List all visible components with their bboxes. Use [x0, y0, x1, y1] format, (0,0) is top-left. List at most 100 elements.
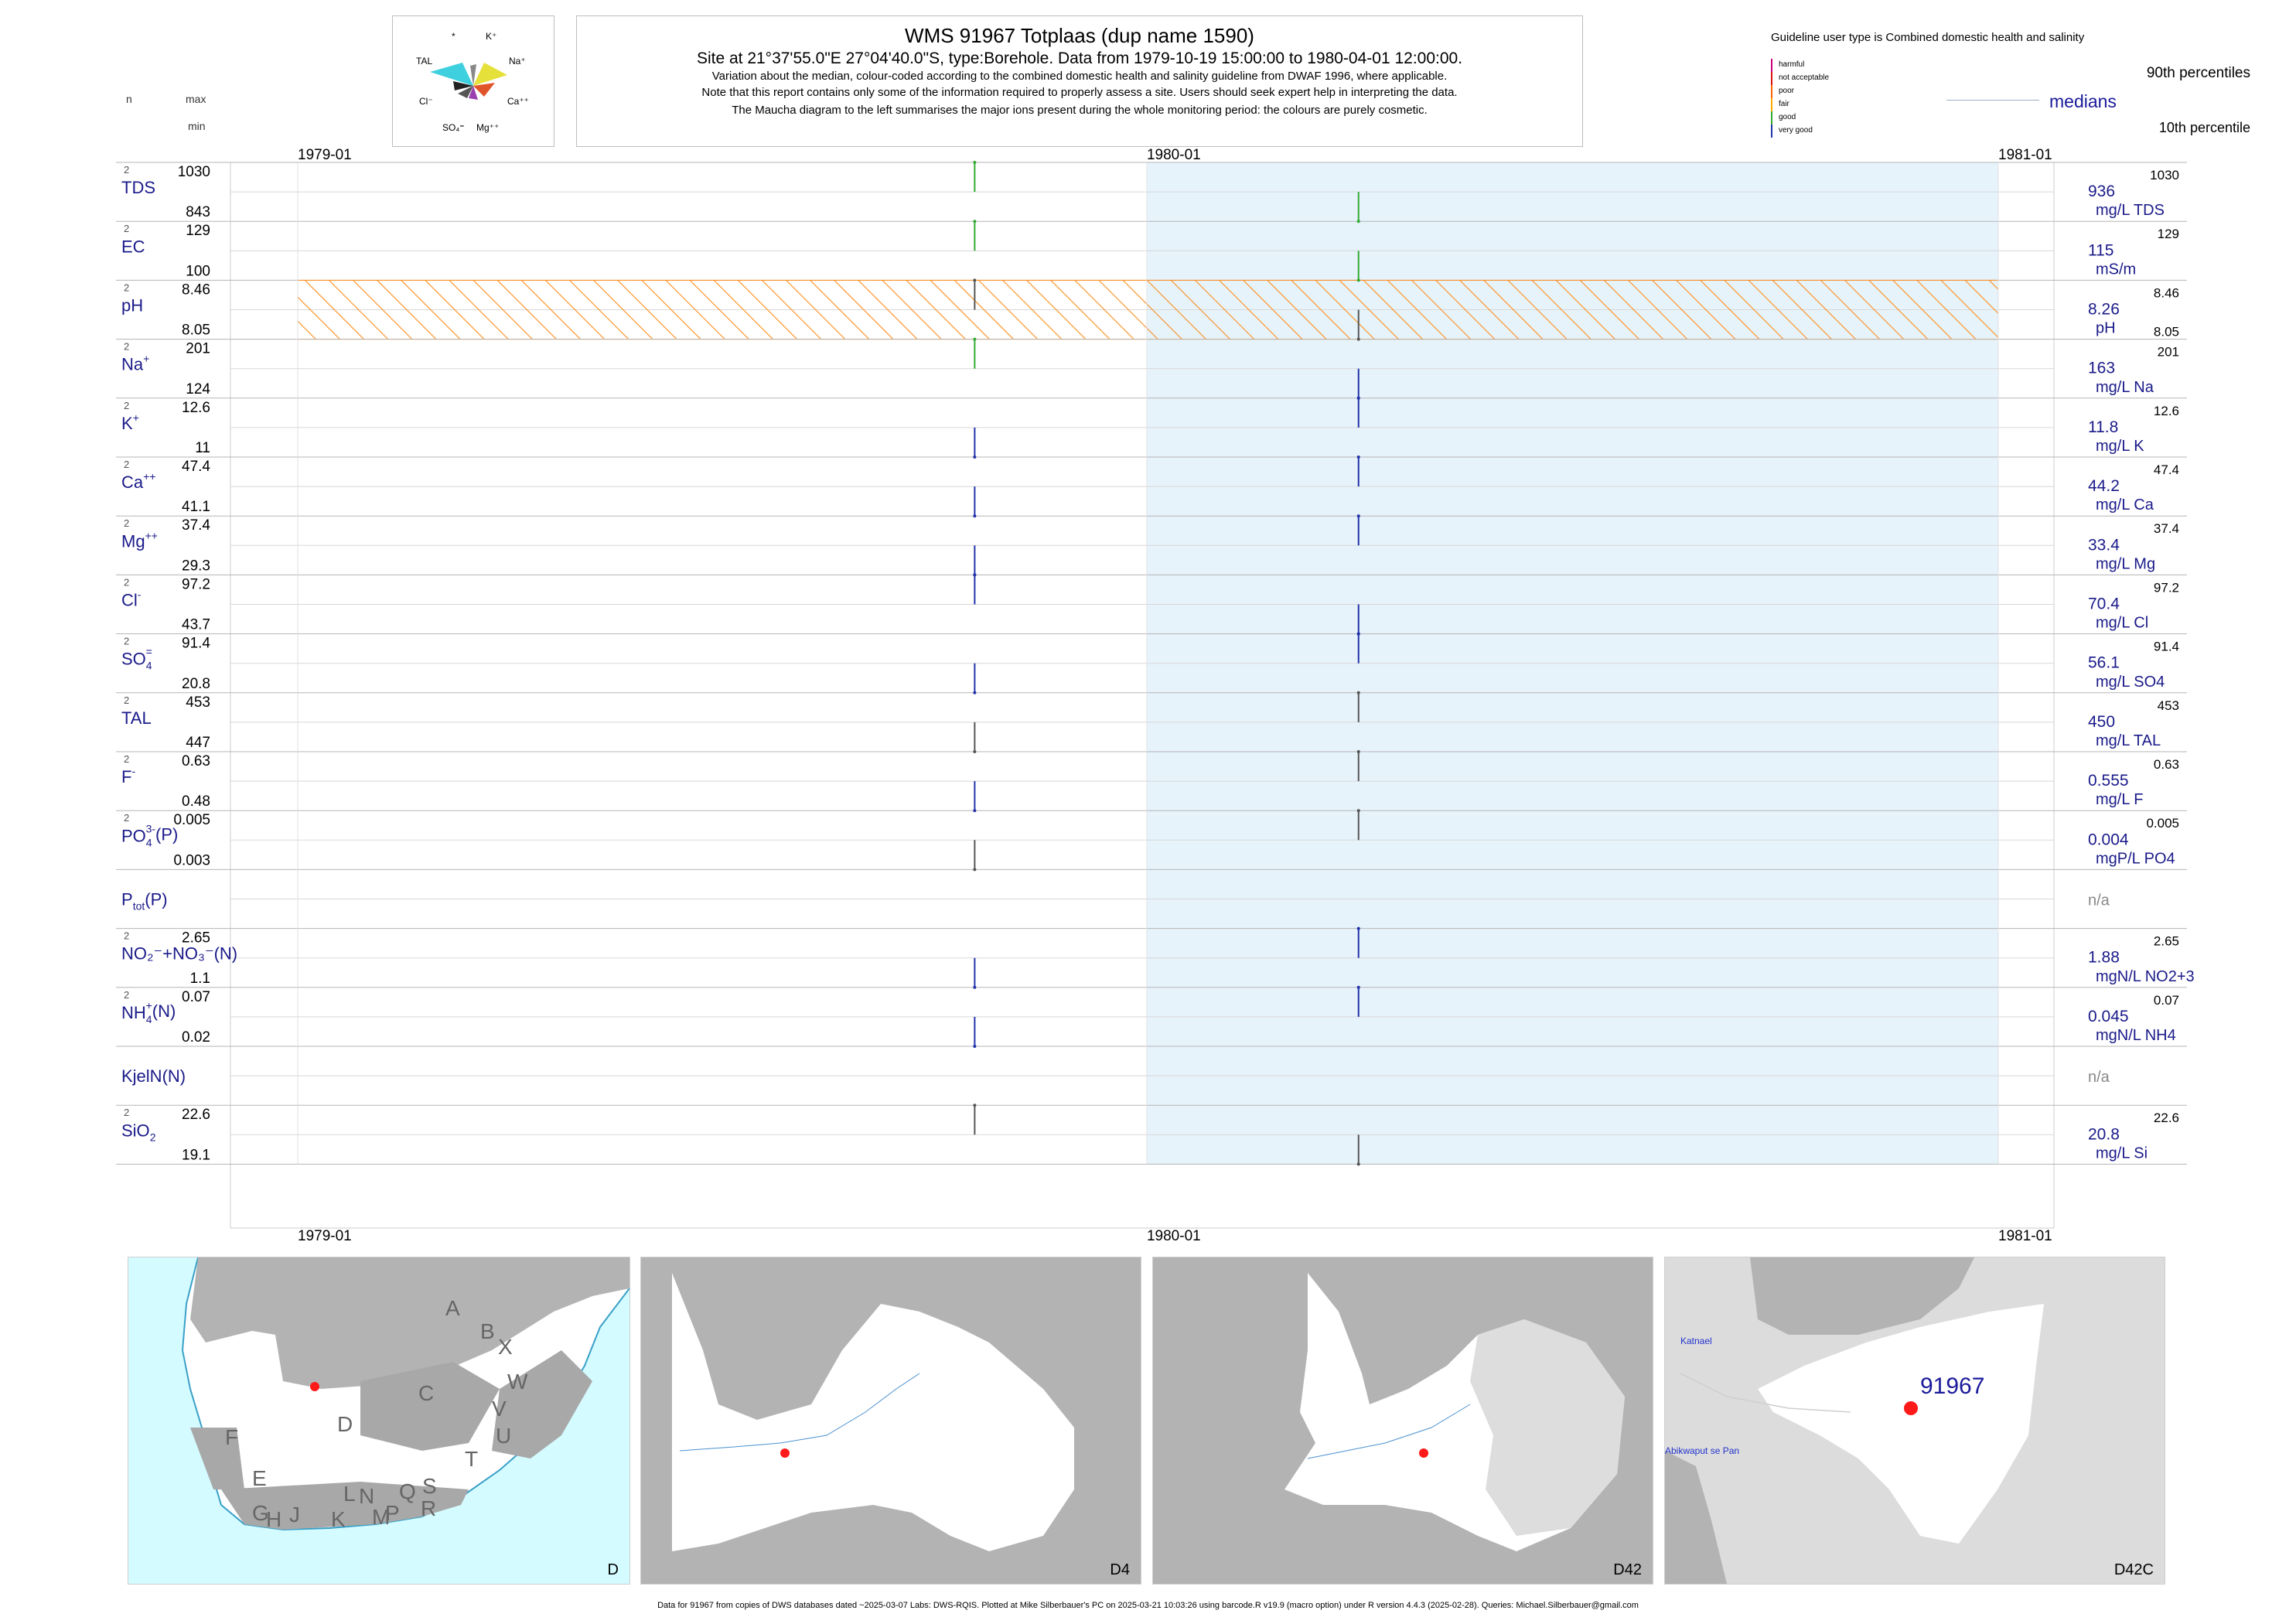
parameter-row: 2 37.4 29.3 Mg++ 33.4mg/L Mg 37.4: [116, 515, 2187, 574]
map-region-letter: N: [359, 1484, 374, 1508]
note-line-2: Note that this report contains only some…: [701, 86, 1458, 99]
page-title: WMS 91967 Totplaas (dup name 1590): [905, 24, 1254, 47]
time-axis: 1979-01 1979-01 1980-01 1980-01 1981-01 1981-…: [126, 93, 2052, 1244]
row-unit: mg/L TDS: [2096, 202, 2165, 219]
map-d42-inner: [1470, 1319, 1625, 1536]
row-unit: mg/L Mg: [2096, 555, 2155, 572]
parameter-row: 2 47.4 41.1 Ca++ 44.2mg/L Ca 47.4: [116, 456, 2187, 515]
map-region-letter: C: [418, 1381, 434, 1405]
row-min: 19.1: [182, 1147, 210, 1163]
header-min: min: [188, 120, 206, 132]
row-n: 2: [124, 812, 129, 824]
sample-point: [973, 1104, 977, 1107]
row-p90: 47.4: [2154, 462, 2179, 477]
row-p90: 0.07: [2154, 993, 2179, 1008]
maucha-label-cl: Cl⁻: [419, 96, 433, 107]
row-p90: 97.2: [2154, 580, 2179, 595]
sample-point: [1356, 691, 1360, 694]
sample-point: [973, 337, 977, 341]
legend-class-swatch: [1771, 72, 1772, 85]
row-n: 2: [124, 400, 129, 411]
map-region-letter: U: [496, 1424, 511, 1448]
sample-point: [973, 514, 977, 518]
row-median: 0.004: [2088, 831, 2129, 848]
parameter-rows: 2 1030 843 TDS 936 mg/L TDS 1030 2 129 100 EC 115 mS…: [116, 162, 2195, 1165]
legend-class-label: harmful: [1779, 60, 1804, 69]
map-region-letter: E: [252, 1466, 267, 1490]
row-max: 1030: [178, 164, 210, 180]
note-line-3: The Maucha diagram to the left summarise…: [732, 104, 1428, 117]
row-p90: 8.46: [2154, 285, 2179, 300]
p10-label: 10th percentile: [2158, 120, 2250, 135]
row-parameter-name: Mg++: [121, 529, 158, 551]
legend-class-label: good: [1779, 113, 1796, 121]
row-p90: 2.65: [2154, 934, 2179, 949]
row-unit: mg/L Ca: [2096, 496, 2154, 513]
map-region-letter: K: [331, 1507, 346, 1531]
row-n: 2: [124, 576, 129, 588]
median-line: [1946, 100, 2039, 101]
sample-point: [1356, 455, 1360, 459]
row-n: 2: [124, 164, 129, 176]
sample-marks: [973, 161, 1360, 1166]
row-max: 91.4: [182, 636, 210, 652]
row-max: 2.65: [182, 930, 210, 947]
sample-point: [973, 868, 977, 872]
map-region-letter: H: [266, 1507, 281, 1531]
row-p90: 0.63: [2154, 757, 2179, 772]
legend-class-label: poor: [1779, 87, 1795, 95]
map-region-letter: W: [507, 1370, 528, 1394]
row-p90: 22.6: [2154, 1111, 2179, 1125]
maucha-diagram-box: * K⁺ TAL Na⁺ Cl⁻ Ca⁺⁺ SO₄⁼ Mg⁺⁺: [392, 15, 554, 147]
parameter-row: 2 22.6 19.1 SiO2 20.8 mg/L Si 22.6: [116, 1104, 2187, 1163]
parameter-row: 2 1030 843 TDS 936 mg/L TDS 1030: [116, 162, 2187, 220]
parameter-row: 2 0.07 0.02 NH4+(N) 0.045 mgN/L NH4 0.07: [116, 987, 2187, 1046]
place-label-pan: Abikwaput se Pan: [1665, 1445, 1739, 1456]
map-label-d: D: [607, 1561, 619, 1578]
row-unit: mg/L Cl: [2096, 615, 2148, 632]
sample-point: [1356, 926, 1360, 930]
parameter-row: 2 12.6 11 K+ 11.8 mg/L K 12.6: [116, 397, 2187, 456]
axis-tick-label-bottom: 1981-01: [1998, 1228, 2052, 1244]
map-region-letter: G: [252, 1501, 269, 1525]
sample-point: [1356, 809, 1360, 813]
row-parameter-name: TDS: [121, 178, 155, 197]
maucha-na-segment: [473, 63, 507, 86]
row-max: 0.07: [182, 989, 210, 1005]
sample-point: [1356, 1162, 1360, 1166]
maucha-label-tal: TAL: [416, 56, 432, 67]
legend-class-swatch: [1771, 125, 1772, 138]
parameter-row: 2 97.2 43.7 Cl- 70.4 mg/L Cl 97.2: [116, 574, 2187, 633]
sample-point: [1356, 337, 1360, 341]
row-unit: mg/L Na: [2096, 379, 2154, 396]
row-parameter-name: PO43-(P): [121, 822, 178, 848]
map-d4-catchment: [672, 1273, 1074, 1551]
row-median: 115: [2088, 241, 2113, 259]
row-n: 2: [124, 281, 129, 293]
map-western-region: [190, 1428, 244, 1489]
maucha-k-segment: [470, 64, 476, 86]
row-min: 100: [186, 263, 210, 279]
row-min: 124: [186, 381, 210, 397]
maucha-label-mg: Mg⁺⁺: [476, 122, 499, 133]
legend-class-swatch: [1771, 111, 1772, 125]
site-marker-d42: [1419, 1448, 1428, 1458]
row-max: 129: [186, 223, 210, 239]
row-unit: mgN/L NO2+3: [2096, 968, 2195, 985]
sample-point: [1356, 514, 1360, 518]
maucha-label-na: Na⁺: [509, 56, 526, 67]
maucha-mg-segment: [469, 86, 478, 100]
map-region-letter: J: [289, 1503, 300, 1527]
sample-point: [973, 985, 977, 989]
row-median: 8.26: [2088, 301, 2120, 319]
sample-point: [973, 1045, 977, 1048]
axis-tick-label-top: 1981-01: [1998, 147, 2052, 163]
row-unit: mS/m: [2096, 261, 2136, 278]
site-marker-d4: [780, 1448, 790, 1458]
parameter-row: KjelN(N) n/a: [116, 1046, 2187, 1086]
map-panel-d4: D4: [640, 1257, 1141, 1585]
map-region-letter: X: [498, 1335, 513, 1359]
